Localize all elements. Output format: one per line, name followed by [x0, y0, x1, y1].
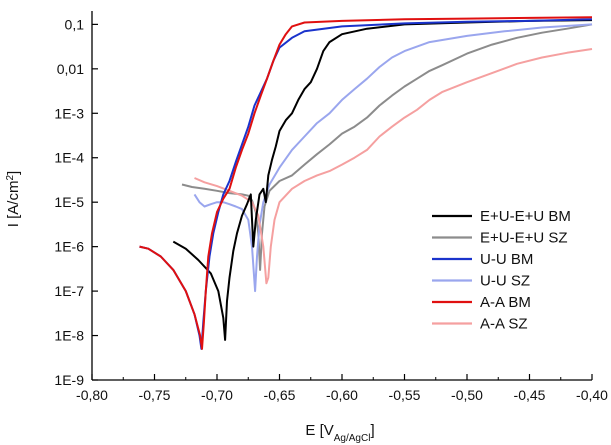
y-tick-label: 1E-3 — [54, 105, 84, 121]
y-axis-title: I [A/cm2] — [5, 171, 23, 227]
series-line-0 — [172, 19, 593, 341]
series-line-4 — [139, 16, 593, 350]
y-tick-label: 1E-7 — [54, 283, 84, 299]
x-tick-label: -0,70 — [201, 387, 233, 403]
x-tick-label: -0,80 — [76, 387, 108, 403]
series-line-3 — [193, 23, 593, 293]
axes-layer: -0,80 -0,75 -0,70 -0,65 -0,60 -0,55 -0,50 -0,45… — [54, 11, 608, 403]
x-tick-label: -0,65 — [264, 387, 296, 403]
x-tick-label: -0,75 — [139, 387, 171, 403]
y-tick-label: 1E-5 — [54, 194, 84, 210]
series-line-5 — [194, 48, 593, 285]
legend-label: A-A BM — [480, 294, 531, 311]
x-tick-label: -0,40 — [576, 387, 608, 403]
x-tick-label: -0,55 — [389, 387, 421, 403]
legend: E+U-E+U BM E+U-E+U SZ U-U BM U-U SZ A-A BM A-… — [432, 208, 571, 333]
y-tick-label: 1E-4 — [54, 150, 84, 166]
series-line-1 — [181, 23, 593, 271]
y-tick-label: 1E-9 — [54, 372, 84, 388]
legend-label: A-A SZ — [480, 316, 528, 333]
legend-label: U-U BM — [480, 251, 533, 268]
legend-label: E+U-E+U SZ — [480, 230, 568, 247]
y-tick-label: 0,01 — [57, 61, 84, 77]
x-tick-label: -0,60 — [326, 387, 358, 403]
legend-label: U-U SZ — [480, 273, 530, 290]
series-layer — [139, 16, 593, 350]
y-tick-label: 1E-8 — [54, 328, 84, 344]
y-tick-label: 0,1 — [65, 16, 85, 32]
y-tick-label: 1E-6 — [54, 239, 84, 255]
legend-label: E+U-E+U BM — [480, 208, 571, 225]
x-axis-title: E [VAg/AgCl] — [305, 422, 374, 444]
x-tick-label: -0,50 — [451, 387, 483, 403]
x-tick-label: -0,45 — [514, 387, 546, 403]
